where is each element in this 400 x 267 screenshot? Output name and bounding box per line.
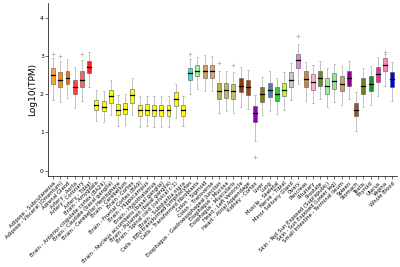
- Bar: [210, 65, 214, 77]
- Bar: [130, 89, 134, 103]
- Bar: [166, 105, 170, 116]
- Bar: [260, 88, 264, 102]
- Bar: [246, 80, 250, 95]
- Bar: [368, 76, 372, 91]
- Bar: [332, 73, 336, 89]
- Bar: [390, 72, 394, 87]
- Bar: [202, 65, 206, 78]
- Bar: [87, 61, 91, 73]
- Bar: [73, 80, 77, 94]
- Bar: [94, 100, 98, 110]
- Bar: [80, 72, 84, 88]
- Bar: [376, 67, 380, 82]
- Bar: [340, 76, 344, 91]
- Bar: [174, 92, 178, 106]
- Bar: [383, 58, 387, 72]
- Bar: [123, 103, 127, 114]
- Bar: [109, 90, 113, 103]
- Bar: [145, 104, 149, 115]
- Bar: [181, 105, 185, 116]
- Bar: [361, 78, 365, 93]
- Bar: [138, 105, 142, 116]
- Bar: [268, 83, 272, 97]
- Bar: [282, 83, 286, 96]
- Bar: [51, 68, 55, 84]
- Bar: [232, 84, 236, 99]
- Bar: [318, 71, 322, 86]
- Bar: [58, 72, 62, 88]
- Bar: [304, 72, 308, 87]
- Bar: [188, 68, 192, 80]
- Bar: [239, 78, 243, 92]
- Bar: [311, 74, 315, 90]
- Bar: [66, 71, 70, 84]
- Bar: [217, 83, 221, 99]
- Bar: [224, 83, 228, 98]
- Bar: [347, 71, 351, 86]
- Bar: [195, 65, 199, 76]
- Bar: [296, 54, 300, 68]
- Bar: [354, 103, 358, 116]
- Bar: [275, 88, 279, 101]
- Bar: [253, 106, 257, 122]
- Y-axis label: Log10(TPM): Log10(TPM): [28, 63, 37, 116]
- Bar: [289, 72, 293, 88]
- Bar: [325, 78, 329, 93]
- Bar: [159, 105, 163, 116]
- Bar: [152, 105, 156, 116]
- Bar: [116, 104, 120, 115]
- Bar: [102, 101, 106, 112]
